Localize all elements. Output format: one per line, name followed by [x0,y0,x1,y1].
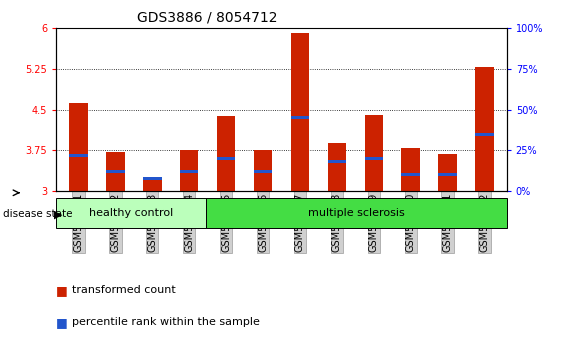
Bar [475,133,494,136]
Bar [217,116,235,191]
Bar [291,116,309,119]
Bar [69,154,88,157]
Bar [365,115,383,191]
Bar [180,150,198,191]
Bar [401,148,420,191]
Text: disease state: disease state [3,209,72,219]
Bar [106,152,124,191]
Text: ▶: ▶ [53,209,62,219]
Bar [143,177,162,179]
Text: GDS3886 / 8054712: GDS3886 / 8054712 [137,10,278,24]
Bar [56,198,207,228]
Bar [475,67,494,191]
Bar [254,150,272,191]
Bar [439,154,457,191]
Bar [69,103,88,191]
Bar [328,143,346,191]
Text: percentile rank within the sample: percentile rank within the sample [72,317,260,327]
Text: healthy control: healthy control [90,208,173,218]
Bar [180,170,198,173]
Text: ■: ■ [56,316,68,329]
Bar [365,157,383,160]
Bar [217,157,235,160]
Bar [291,33,309,191]
Bar [401,173,420,176]
Bar [207,198,507,228]
Bar [143,179,162,191]
Text: transformed count: transformed count [72,285,176,295]
Bar [106,170,124,173]
Bar [328,160,346,163]
Text: multiple sclerosis: multiple sclerosis [308,208,405,218]
Bar [439,173,457,176]
Bar [254,170,272,173]
Text: ■: ■ [56,284,68,297]
